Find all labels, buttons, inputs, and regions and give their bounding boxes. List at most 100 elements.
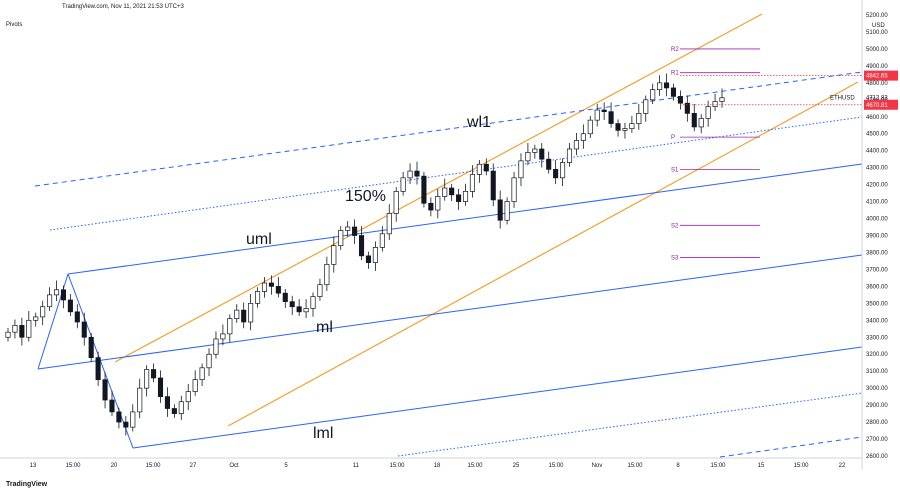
candle <box>19 317 25 346</box>
candle <box>560 158 566 187</box>
pivot-levels: R2 R1 P S1 S2 S3 <box>671 47 760 262</box>
candle <box>178 395 184 420</box>
candle-body <box>164 396 170 409</box>
candle-body <box>670 87 677 97</box>
price-tick-label: 2800.00 <box>866 420 888 426</box>
time-tick-label: 5 <box>284 463 288 469</box>
time-tick-label: 15:00 <box>65 463 81 469</box>
candle-body <box>386 213 392 235</box>
annotations: wl1 150% uml ml lml <box>246 114 491 442</box>
candle <box>192 370 198 396</box>
candle-body <box>636 113 642 124</box>
candle-body <box>199 367 205 381</box>
candle-body <box>587 119 593 135</box>
candle <box>442 178 448 201</box>
price-tick-label: 3400.00 <box>866 318 888 324</box>
candle-body <box>705 106 711 119</box>
uml-line <box>67 163 863 275</box>
candle-body <box>684 102 690 114</box>
candle-body <box>677 96 683 104</box>
pivot-label-s3: S3 <box>671 256 679 262</box>
price-tick-label: 3500.00 <box>866 301 888 307</box>
candle-body <box>255 291 261 304</box>
price-tick-label: 4500.00 <box>866 132 888 138</box>
candle-body <box>476 163 482 175</box>
candle-body <box>144 369 150 389</box>
candle <box>12 319 18 339</box>
candle-body <box>331 245 337 265</box>
annotation-ml: ml <box>316 319 333 336</box>
candle <box>33 312 39 327</box>
lml-line <box>132 346 863 449</box>
time-tick-label: 13 <box>30 463 37 469</box>
candle <box>594 104 600 127</box>
candle <box>622 122 628 139</box>
price-tick-label: 4600.00 <box>866 115 888 121</box>
candle-body <box>123 421 129 428</box>
candle-body <box>81 321 87 338</box>
candle <box>698 114 704 134</box>
currency-label: USD <box>872 23 885 29</box>
candle-body <box>615 123 621 131</box>
candle-body <box>275 286 281 294</box>
candle-body <box>12 325 18 333</box>
candle <box>345 221 351 237</box>
candle-body <box>296 306 302 313</box>
price-tick-label: 3200.00 <box>866 352 888 358</box>
candle-body <box>352 226 358 236</box>
candle <box>657 75 663 96</box>
candle <box>504 197 510 225</box>
time-axis: 13 15:00 20 15:00 27 Oct 5 11 15:00 18 15:00 25 15:0… <box>0 457 862 469</box>
candle <box>268 275 274 295</box>
price-tick-label: 3300.00 <box>866 335 888 341</box>
candle-body <box>178 401 184 414</box>
candle-body <box>573 140 579 150</box>
candle-body <box>324 263 330 286</box>
candle <box>435 188 441 219</box>
candle-body <box>33 316 39 321</box>
candle-body <box>691 113 697 128</box>
candle <box>102 372 108 409</box>
candle <box>476 160 482 183</box>
candle <box>518 153 524 187</box>
candle <box>261 277 268 298</box>
price-tick-label: 5200.00 <box>866 13 888 19</box>
candle <box>462 183 469 206</box>
candle-body <box>428 202 434 211</box>
candle <box>358 226 365 261</box>
candle <box>456 188 462 210</box>
candle <box>469 165 475 198</box>
candle <box>74 304 80 329</box>
candle-body <box>227 318 233 335</box>
price-tick-label: 4800.00 <box>866 81 888 87</box>
candle <box>608 102 614 128</box>
price-tick-label: 4300.00 <box>866 166 888 172</box>
candle-body <box>137 387 143 413</box>
candle-body <box>74 311 80 323</box>
candle-body <box>130 411 136 428</box>
candle-body <box>213 338 219 355</box>
candle <box>573 132 579 156</box>
candle-body <box>345 226 351 231</box>
candle <box>407 163 413 185</box>
time-tick-label: 8 <box>676 463 680 469</box>
candle-body <box>26 319 32 338</box>
candle <box>317 278 323 301</box>
time-tick-label: 15:00 <box>627 463 643 469</box>
candle-body <box>469 174 475 192</box>
candle-body <box>643 99 649 114</box>
candle-body <box>490 170 496 201</box>
pivot-label-r1: R1 <box>671 71 679 77</box>
candle <box>144 365 150 397</box>
price-tick-label: 3700.00 <box>866 267 888 273</box>
candle-body <box>435 196 441 211</box>
candle-body <box>553 169 559 179</box>
candle-body <box>698 118 704 128</box>
price-tick-label: 2900.00 <box>866 403 888 409</box>
candle <box>123 416 129 436</box>
candle <box>525 143 531 166</box>
channel-upper-line <box>114 13 763 363</box>
candle <box>137 378 143 419</box>
